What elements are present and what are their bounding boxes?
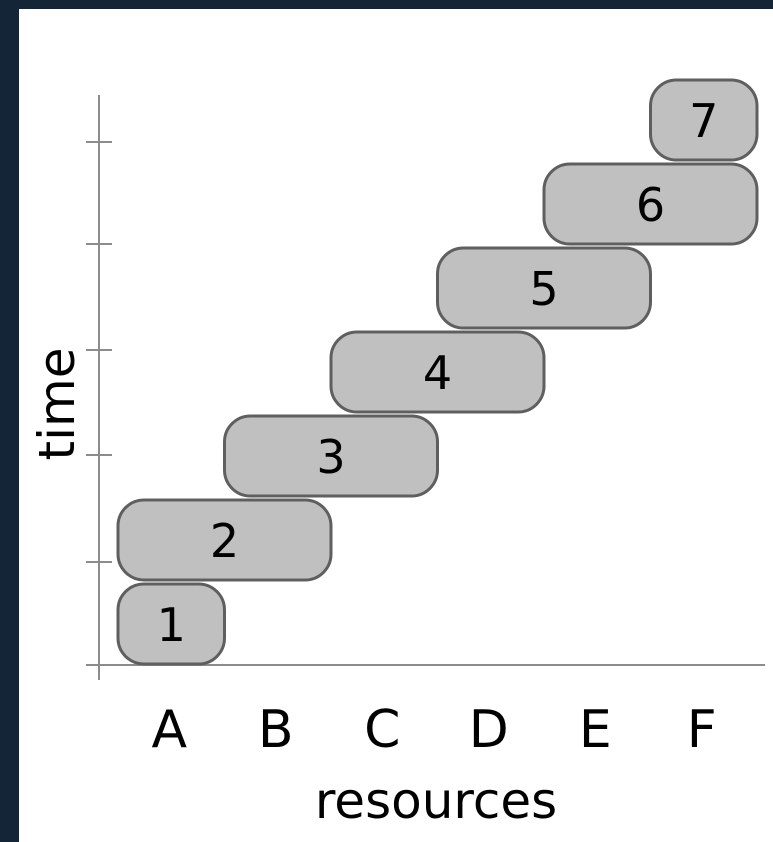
resource-label-F: F	[687, 700, 717, 760]
task-box-4: 4	[329, 330, 546, 414]
task-box-label: 2	[210, 514, 239, 568]
task-box-6: 6	[542, 162, 759, 246]
task-box-rect	[116, 582, 226, 666]
y-axis-title: time	[28, 348, 86, 461]
task-box-label: 7	[689, 94, 718, 148]
resource-label-A: A	[151, 700, 187, 760]
task-box-label: 4	[423, 346, 452, 400]
task-box-7: 7	[649, 78, 759, 162]
y-axis-ticks	[86, 141, 112, 666]
x-axis-title: resources	[315, 772, 557, 830]
resource-label-C: C	[364, 700, 400, 760]
task-box-2: 2	[116, 498, 333, 582]
resource-label-D: D	[469, 700, 509, 760]
task-box-label: 5	[529, 262, 558, 316]
task-box-rect	[116, 498, 333, 582]
task-box-1: 1	[116, 582, 226, 666]
task-box-rect	[223, 414, 439, 498]
task-box-rect	[436, 246, 652, 330]
resource-label-E: E	[579, 700, 612, 760]
task-box-label: 3	[316, 430, 345, 484]
task-boxes: 12 3 4 5 67	[116, 78, 759, 666]
task-box-rect	[649, 78, 759, 162]
task-box-rect	[542, 162, 759, 246]
task-box-label: 6	[636, 178, 665, 232]
task-box-label: 1	[157, 598, 186, 652]
task-box-3: 3	[223, 414, 439, 498]
task-box-rect	[329, 330, 546, 414]
resource-labels: A B C D E F	[151, 700, 716, 760]
task-box-5: 5	[436, 246, 652, 330]
resource-label-B: B	[258, 700, 294, 760]
